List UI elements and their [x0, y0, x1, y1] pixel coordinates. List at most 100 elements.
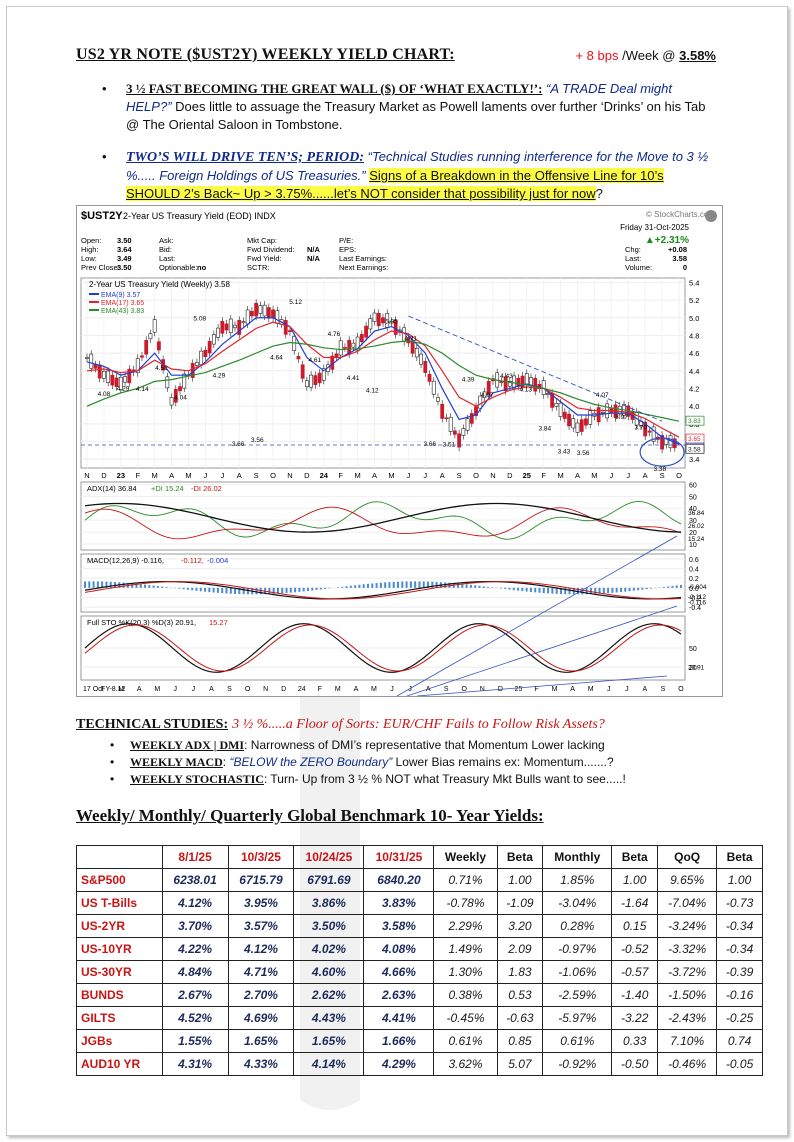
x-tick-label: A	[643, 686, 648, 693]
pct-change: ▲+2.31%	[645, 235, 689, 246]
x-tick-label: D	[281, 686, 286, 693]
column-header: Monthly	[542, 845, 613, 869]
study-tail: Lower Bias remains ex: Momentum.......?	[392, 755, 614, 769]
x-tick-label: J	[625, 686, 629, 693]
table-cell: 3.86%	[293, 891, 365, 915]
candle	[173, 389, 178, 403]
table-cell: 4.08%	[363, 937, 435, 961]
candle	[211, 334, 216, 345]
annotation-arrow	[416, 675, 668, 697]
table-cell: -0.34	[716, 937, 763, 961]
y-tick-label: 50	[689, 646, 697, 653]
macd-histogram-bar	[568, 587, 571, 595]
price-annotation: 3.84	[538, 425, 551, 432]
x-tick-label: O	[473, 471, 479, 480]
x-tick-label: J	[626, 471, 630, 480]
table-cell: 6715.79	[227, 868, 295, 892]
x-tick-label: S	[444, 686, 449, 693]
macd-histogram-bar	[109, 581, 112, 588]
table-cell: 5.07	[496, 1052, 544, 1076]
x-tick-label: S	[661, 686, 666, 693]
macd-histogram-bar	[662, 586, 665, 588]
x-tick-label: F	[135, 471, 140, 480]
macd-histogram-bar	[602, 587, 605, 594]
macd-histogram-bar	[401, 581, 404, 588]
table-cell: 1.65%	[293, 1029, 365, 1053]
technical-studies-title: TECHNICAL STUDIES: 3 ½ %.....a Floor of S…	[76, 717, 605, 733]
candle	[414, 347, 419, 358]
bullet-dot-icon: •	[102, 81, 107, 96]
macd-histogram-bar	[418, 581, 421, 588]
x-tick-label: J	[408, 686, 412, 693]
table-cell: 6840.20	[363, 868, 435, 892]
candle	[651, 426, 656, 442]
quote-label: Chg:	[625, 245, 641, 254]
bullet-heading: 3 ½ FAST BECOMING THE GREAT WALL ($) OF …	[126, 81, 543, 96]
y-tick-label: 60	[689, 482, 697, 489]
quote-label: Volume:	[625, 263, 652, 272]
candle	[647, 430, 652, 433]
table-cell: -0.63	[496, 1006, 544, 1030]
y-tick-label: 5.4	[689, 278, 699, 287]
price-annotation: 3.97	[615, 414, 628, 421]
ema-legend: EMA(9) 3.57	[101, 292, 140, 299]
x-tick-label: A	[426, 686, 431, 693]
macd-label: MACD(12,26,9) -0.116,	[87, 556, 164, 565]
value-tag-text: 3.58	[688, 446, 701, 453]
quote-label: Low:	[81, 254, 97, 263]
macd-histogram-bar	[259, 587, 262, 595]
quote-value: +0.08	[668, 245, 687, 254]
study-text: :	[222, 755, 230, 769]
macd-histogram-bar	[84, 581, 86, 588]
macd-histogram-bar	[504, 587, 507, 590]
study-item: • WEEKLY STOCHASTIC: Turn- Up from 3 ½ %…	[110, 771, 730, 788]
candle	[127, 368, 132, 384]
macd-histogram-bar	[311, 587, 314, 591]
x-tick-label: 24	[320, 471, 329, 480]
table-cell: 1.00	[496, 868, 544, 892]
ema-line	[86, 317, 680, 445]
quote-value: 3.49	[117, 254, 132, 263]
x-tick-label: M	[185, 471, 191, 480]
candle	[524, 373, 529, 385]
table-cell: -2.59%	[542, 983, 613, 1007]
quote-label: Fwd Yield:	[247, 254, 282, 263]
price-annotation: 4.07	[481, 392, 494, 399]
table-cell: 0.85	[496, 1029, 544, 1053]
table-cell: -0.46%	[657, 1052, 718, 1076]
y-tick-label: 5.0	[689, 314, 699, 323]
bullet-dot-icon: •	[110, 755, 115, 769]
column-header: 10/3/25	[227, 845, 295, 869]
quote-value: 3.50	[117, 236, 132, 245]
x-tick-label: J	[390, 686, 394, 693]
price-annotation: 4.07	[596, 392, 609, 399]
macd-histogram-bar	[152, 585, 155, 588]
table-cell: -1.09	[496, 891, 544, 915]
x-tick-label: A	[209, 686, 214, 693]
y-tick-label: 30	[689, 518, 697, 525]
table-cell: -3.04%	[542, 891, 613, 915]
macd-histogram-bar	[195, 587, 198, 591]
row-label: BUNDS	[76, 983, 163, 1007]
table-cell: 6791.69	[293, 868, 365, 892]
adx-label: ADX(14) 36.84	[87, 484, 137, 493]
quote-label: P/E:	[339, 236, 353, 245]
candle	[241, 321, 246, 323]
price-annotation: 4.76	[328, 331, 341, 338]
table-cell: 4.41%	[363, 1006, 435, 1030]
y-tick-label: 0.4	[689, 567, 699, 574]
x-tick-label: J	[192, 686, 196, 693]
x-tick-label: O	[462, 686, 468, 693]
macd-histogram-bar	[131, 583, 134, 588]
value-tag-text: -0.116	[688, 599, 706, 606]
study-text: : Turn- Up from 3 ½ % NOT what Treasury …	[263, 772, 626, 786]
macd-histogram-bar	[521, 587, 524, 592]
macd-histogram-bar	[555, 587, 558, 594]
macd-histogram-bar	[375, 583, 378, 588]
candle	[516, 377, 521, 387]
table-cell: 3.57%	[227, 914, 295, 938]
macd-histogram-bar	[135, 583, 138, 588]
candle	[317, 372, 322, 384]
y-tick-label: 3.4	[689, 455, 699, 464]
study-item: • WEEKLY ADX | DMI: Narrowness of DMI’s …	[110, 737, 730, 754]
